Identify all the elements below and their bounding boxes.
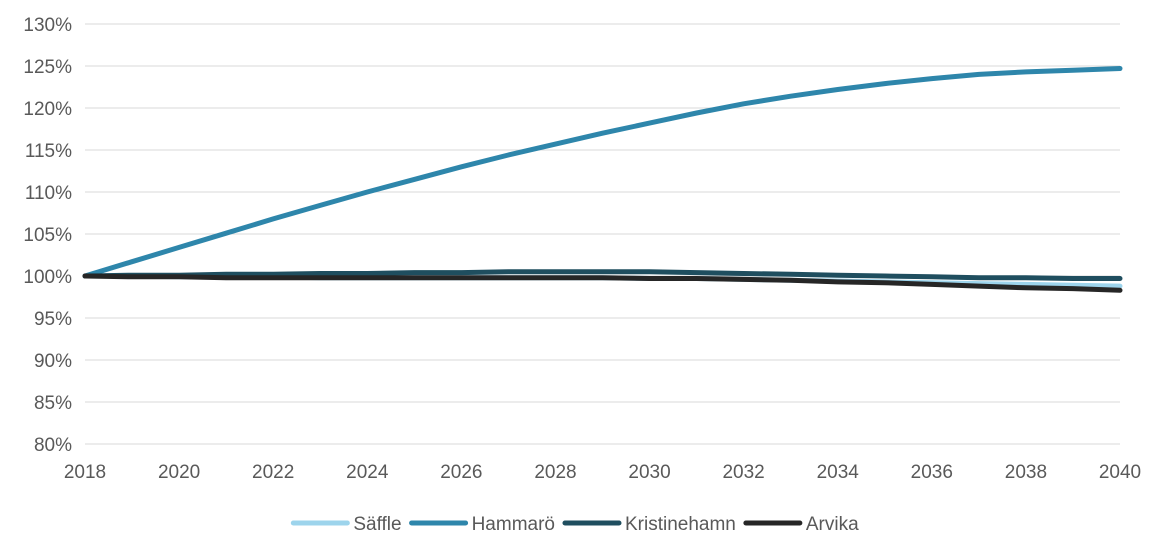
y-tick-label: 80% [34, 435, 72, 456]
x-tick-label: 2022 [252, 462, 294, 483]
y-tick-label: 95% [34, 309, 72, 330]
legend-label: Kristinehamn [625, 514, 736, 535]
y-tick-label: 85% [34, 393, 72, 414]
y-axis: 80% 85% 90% 95% 100% 105% 110% 115% 120% 125% 130% [23, 15, 72, 456]
x-tick-label: 2036 [911, 462, 953, 483]
x-tick-label: 2030 [628, 462, 670, 483]
x-tick-label: 2024 [346, 462, 389, 483]
y-tick-label: 100% [23, 267, 72, 288]
legend-label: Hammarö [472, 514, 555, 535]
y-tick-label: 90% [34, 351, 72, 372]
series-line-hammar- [82, 66, 1123, 279]
y-tick-label: 130% [23, 15, 72, 36]
x-tick-label: 2034 [817, 462, 860, 483]
y-tick-label: 110% [25, 183, 72, 204]
y-tick-label: 125% [23, 57, 72, 78]
legend-label: Arvika [806, 514, 859, 535]
legend-item: Arvika [743, 514, 859, 535]
series-lines [82, 66, 1123, 293]
y-tick-label: 120% [23, 99, 72, 120]
gridlines [85, 23, 1120, 445]
x-axis: 2018 2020 2022 2024 2026 2028 2030 2032 2034 2036… [64, 462, 1141, 483]
x-tick-label: 2018 [64, 462, 106, 483]
legend-item: Hammarö [409, 514, 555, 535]
legend-item: Säffle [290, 514, 402, 535]
series-line-kristinehamn [82, 269, 1123, 281]
legend-label: Säffle [353, 514, 401, 535]
legend: Säffle Hammarö Kristinehamn Arvika [290, 514, 859, 535]
series-line-arvika [82, 273, 1123, 293]
x-tick-label: 2040 [1099, 462, 1141, 483]
legend-item: Kristinehamn [562, 514, 736, 535]
x-tick-label: 2026 [440, 462, 482, 483]
y-tick-label: 115% [25, 141, 72, 162]
x-tick-label: 2038 [1005, 462, 1047, 483]
x-tick-label: 2020 [158, 462, 200, 483]
x-tick-label: 2032 [722, 462, 764, 483]
x-tick-label: 2028 [534, 462, 576, 483]
y-tick-label: 105% [23, 225, 72, 246]
